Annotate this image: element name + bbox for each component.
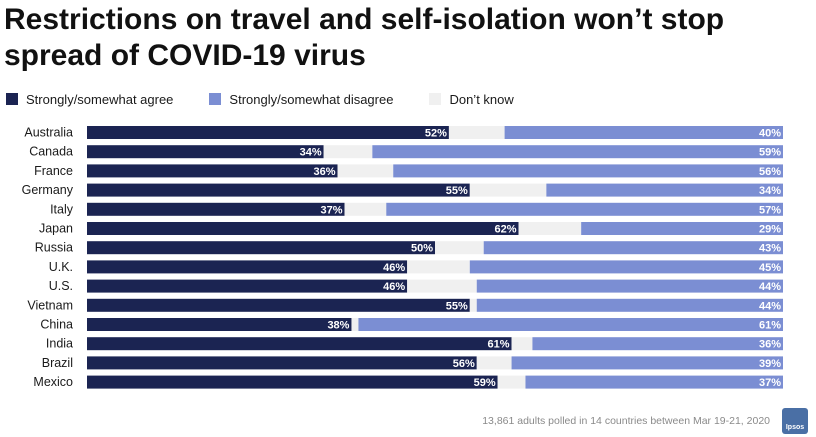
data-label-agree-france: 36%: [314, 166, 336, 178]
data-label-disagree-australia: 40%: [759, 128, 781, 140]
data-label-disagree-mexico: 37%: [759, 377, 781, 389]
bar-agree-france: [87, 164, 338, 178]
legend-swatch-dont-know: [429, 93, 442, 105]
bar-disagree-india: [532, 337, 783, 351]
category-label-u-k: U.K.: [49, 260, 73, 274]
bar-dont-know-japan: [518, 222, 582, 235]
bar-disagree-china: [358, 318, 783, 331]
data-label-disagree-italy: 57%: [759, 204, 781, 216]
bar-disagree-australia: [504, 126, 783, 139]
data-label-agree-vietnam: 55%: [446, 300, 468, 312]
legend-item-dont-know: Don’t know: [429, 91, 514, 107]
bar-disagree-u-k: [469, 260, 783, 274]
bar-dont-know-u-s: [407, 279, 477, 293]
category-label-canada: Canada: [29, 145, 73, 159]
data-label-disagree-france: 56%: [759, 166, 781, 178]
bar-disagree-canada: [372, 145, 783, 159]
category-label-russia: Russia: [35, 241, 73, 255]
bar-disagree-france: [393, 164, 783, 178]
legend-item-disagree: Strongly/somewhat disagree: [209, 92, 393, 107]
legend-item-agree: Strongly/somewhat agree: [6, 92, 173, 107]
bar-agree-china: [87, 318, 352, 331]
data-label-agree-china: 38%: [327, 320, 349, 332]
bar-disagree-mexico: [525, 375, 783, 389]
bar-dont-know-france: [337, 164, 394, 178]
bar-agree-australia: [87, 126, 449, 139]
footnote: 13,861 adults polled in 14 countries bet…: [482, 415, 770, 427]
category-label-france: France: [34, 164, 73, 178]
data-label-agree-mexico: 59%: [474, 377, 496, 389]
bar-agree-germany: [87, 183, 470, 197]
data-label-disagree-russia: 43%: [759, 243, 781, 255]
data-label-agree-australia: 52%: [425, 128, 447, 140]
legend: Strongly/somewhat agree Strongly/somewha…: [6, 90, 550, 108]
bar-disagree-brazil: [511, 356, 783, 370]
data-label-disagree-germany: 34%: [759, 185, 781, 197]
bar-dont-know-brazil: [476, 356, 512, 370]
data-label-disagree-u-k: 45%: [759, 262, 781, 274]
bar-dont-know-mexico: [497, 375, 526, 389]
bar-dont-know-australia: [448, 126, 505, 139]
bar-disagree-germany: [546, 183, 783, 197]
bar-disagree-u-s: [476, 279, 783, 293]
data-label-disagree-china: 61%: [759, 320, 781, 332]
data-label-agree-japan: 62%: [494, 224, 516, 236]
bar-dont-know-vietnam: [469, 298, 477, 312]
bar-disagree-russia: [483, 241, 783, 255]
category-label-u-s: U.S.: [49, 279, 73, 293]
ipsos-logo: Ipsos: [782, 408, 808, 434]
bar-agree-italy: [87, 202, 345, 216]
category-label-australia: Australia: [24, 126, 73, 140]
category-label-italy: Italy: [50, 202, 74, 216]
bar-agree-mexico: [87, 375, 498, 389]
category-label-germany: Germany: [22, 183, 74, 197]
bar-dont-know-germany: [469, 183, 547, 197]
bar-disagree-japan: [581, 222, 783, 235]
bar-disagree-italy: [386, 202, 783, 216]
legend-label-agree: Strongly/somewhat agree: [26, 91, 174, 107]
data-label-disagree-canada: 59%: [759, 147, 781, 159]
bar-agree-canada: [87, 145, 324, 159]
bar-agree-vietnam: [87, 298, 470, 312]
bar-dont-know-u-k: [407, 260, 470, 274]
bar-agree-japan: [87, 222, 519, 235]
category-label-mexico: Mexico: [33, 375, 73, 389]
bar-agree-india: [87, 337, 512, 351]
data-label-agree-germany: 55%: [446, 185, 468, 197]
data-label-agree-canada: 34%: [300, 147, 322, 159]
category-label-vietnam: Vietnam: [27, 298, 73, 312]
bar-dont-know-italy: [344, 202, 387, 216]
data-label-agree-brazil: 56%: [453, 358, 475, 370]
legend-swatch-agree: [6, 93, 18, 105]
category-label-india: India: [46, 337, 73, 351]
bar-agree-u-k: [87, 260, 408, 274]
data-label-disagree-u-s: 44%: [759, 281, 781, 293]
bar-dont-know-china: [351, 318, 359, 331]
bar-dont-know-canada: [323, 145, 373, 159]
data-label-agree-india: 61%: [488, 339, 510, 351]
data-label-disagree-vietnam: 44%: [759, 300, 781, 312]
bar-agree-russia: [87, 241, 435, 255]
data-label-disagree-brazil: 39%: [759, 358, 781, 370]
category-label-brazil: Brazil: [42, 356, 73, 370]
data-label-agree-u-k: 46%: [383, 262, 405, 274]
bar-dont-know-russia: [435, 241, 484, 255]
data-label-agree-u-s: 46%: [383, 281, 405, 293]
category-label-china: China: [40, 318, 73, 332]
category-label-japan: Japan: [39, 222, 73, 236]
data-label-agree-italy: 37%: [320, 204, 342, 216]
bar-disagree-vietnam: [476, 298, 783, 312]
data-label-disagree-india: 36%: [759, 339, 781, 351]
data-label-disagree-japan: 29%: [759, 224, 781, 236]
legend-swatch-disagree: [209, 93, 222, 105]
bar-agree-u-s: [87, 279, 408, 293]
data-label-agree-russia: 50%: [411, 243, 433, 255]
chart-title: Restrictions on travel and self-isolatio…: [4, 3, 725, 72]
legend-label-disagree: Strongly/somewhat disagree: [229, 91, 394, 107]
legend-label-dont-know: Don’t know: [449, 91, 514, 107]
bar-dont-know-india: [511, 337, 533, 351]
bar-agree-brazil: [87, 356, 477, 370]
